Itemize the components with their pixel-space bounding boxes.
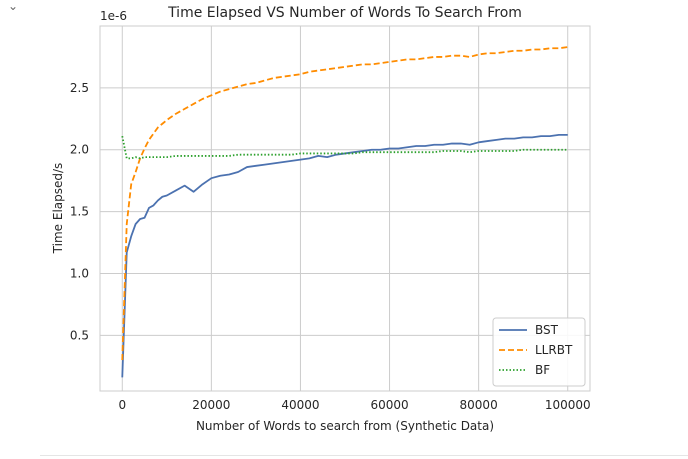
- series-line-llrbt: [121, 46, 568, 361]
- y-axis-label: Time Elapsed/s: [51, 163, 65, 255]
- y-tick-label: 1.5: [70, 205, 89, 219]
- legend-label: BF: [535, 363, 550, 377]
- y-tick-label: 2.0: [70, 143, 89, 157]
- x-tick-label: 80000: [460, 398, 498, 412]
- legend-label: LLRBT: [535, 343, 573, 357]
- x-tick-label: 60000: [370, 398, 408, 412]
- y-tick-label: 2.5: [70, 81, 89, 95]
- y-tick-label: 1.0: [70, 266, 89, 280]
- legend-box: [492, 317, 586, 387]
- y-offset-label: 1e-6: [100, 9, 127, 23]
- plot-frame: [99, 25, 591, 392]
- x-tick-label: 0: [118, 398, 126, 412]
- chevron-down-icon[interactable]: ⌄: [8, 0, 19, 13]
- legend-label: BST: [535, 323, 559, 337]
- x-tick-label: 100000: [545, 398, 591, 412]
- x-tick-label: 40000: [281, 398, 319, 412]
- series-line-bf: [121, 135, 568, 160]
- chart-title: Time Elapsed VS Number of Words To Searc…: [167, 5, 522, 21]
- series-line-bst: [121, 133, 568, 378]
- legend: BST LLRBT BF: [492, 317, 586, 387]
- x-tick-label: 20000: [192, 398, 230, 412]
- y-tick-label: 0.5: [70, 328, 89, 342]
- bottom-divider: [40, 455, 688, 456]
- x-axis-label: Number of Words to search from (Syntheti…: [196, 419, 494, 433]
